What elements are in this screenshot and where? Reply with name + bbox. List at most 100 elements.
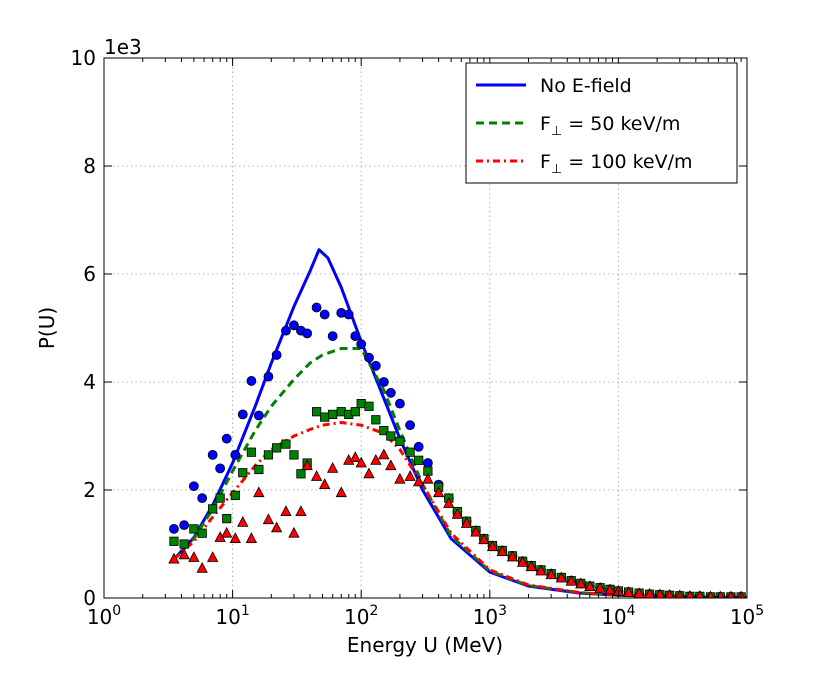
data-point-square <box>289 450 299 460</box>
data-point-circle <box>413 441 424 452</box>
data-point-circle <box>289 320 299 331</box>
data-point-square <box>246 447 256 457</box>
data-point-triangle <box>545 568 557 580</box>
data-point-triangle <box>584 580 596 592</box>
data-point-triangle <box>565 574 577 586</box>
data-point-circle <box>179 520 190 530</box>
data-point-triangle <box>451 507 464 519</box>
data-point-triangle <box>178 548 190 560</box>
data-point-circle <box>281 325 291 336</box>
data-point-triangle <box>394 472 406 484</box>
data-point-circle <box>197 493 208 504</box>
data-point-triangle <box>349 451 361 463</box>
data-point-circle <box>405 420 415 431</box>
data-point-circle <box>350 331 361 342</box>
data-point-circle <box>378 377 389 387</box>
data-point-triangle <box>196 561 208 573</box>
data-point-square <box>364 401 374 411</box>
data-point-triangle <box>622 586 635 597</box>
data-point-square <box>386 431 396 441</box>
data-point-triangle <box>188 551 200 562</box>
x-tick-label: 104 <box>601 603 635 629</box>
data-point-triangle <box>460 517 473 528</box>
data-point-triangle <box>327 462 339 473</box>
legend-label: F⊥ = 100 keV/m <box>540 151 693 177</box>
data-point-triangle <box>378 448 390 460</box>
data-point-square <box>189 524 199 534</box>
data-point-triangle <box>280 505 292 516</box>
data-point-square <box>281 439 291 449</box>
data-point-triangle <box>288 526 300 538</box>
series-line <box>172 347 747 598</box>
data-point-square <box>230 490 240 501</box>
tick-labels: 100 101 102 103 104 105 0 2 4 6 8 10 <box>71 46 765 629</box>
data-point-triangle <box>443 497 455 508</box>
data-point-square <box>320 412 330 422</box>
data-point-triangle <box>355 456 367 468</box>
data-point-square <box>312 407 322 417</box>
x-tick-label: 100 <box>87 603 121 629</box>
data-point-triangle <box>207 551 219 562</box>
y-tick-label: 2 <box>83 478 96 502</box>
y-tick-label: 6 <box>83 262 96 286</box>
series-line <box>172 347 747 598</box>
data-point-triangle <box>253 486 265 498</box>
data-point-square <box>356 398 366 409</box>
data-point-circle <box>246 376 257 386</box>
data-point-square <box>395 436 405 447</box>
data-point-circle <box>327 331 338 342</box>
data-point-triangle <box>555 571 568 583</box>
data-point-triangle <box>644 587 655 598</box>
legend-label: F⊥ = 50 keV/m <box>540 113 680 139</box>
data-point-triangle <box>404 470 416 481</box>
data-point-triangle <box>432 486 445 498</box>
data-point-square <box>328 409 338 420</box>
data-point-circle <box>230 449 241 460</box>
data-point-triangle <box>727 590 735 598</box>
data-point-square <box>379 425 389 436</box>
data-point-square <box>215 493 225 503</box>
data-point-triangle <box>695 590 705 598</box>
data-point-triangle <box>385 459 397 471</box>
series-line <box>172 421 747 598</box>
data-point-triangle <box>525 560 537 572</box>
data-point-triangle <box>262 513 275 525</box>
data-point-circle <box>385 387 396 398</box>
data-point-triangle <box>310 470 323 481</box>
data-point-triangle <box>413 475 425 487</box>
series-layer <box>168 248 747 598</box>
data-point-triangle <box>221 526 233 538</box>
data-point-square <box>272 443 282 453</box>
x-tick-label: 105 <box>730 603 764 629</box>
data-point-square <box>254 464 264 475</box>
data-point-circle <box>271 350 282 360</box>
series-line <box>172 421 747 598</box>
data-point-triangle <box>685 590 695 598</box>
data-point-triangle <box>594 581 606 593</box>
data-point-circle <box>253 410 264 421</box>
x-tick-label: 102 <box>344 603 378 629</box>
data-point-circle <box>221 433 232 444</box>
data-point-square <box>179 539 189 549</box>
data-point-triangle <box>506 550 519 562</box>
data-point-square <box>405 447 415 457</box>
y-axis-label: P(U) <box>35 307 59 349</box>
data-point-square <box>414 455 424 465</box>
data-point-square <box>197 528 207 538</box>
data-point-triangle <box>363 467 375 479</box>
data-point-triangle <box>245 532 258 543</box>
x-tick-label: 103 <box>473 603 507 629</box>
data-point-triangle <box>168 552 180 564</box>
data-point-triangle <box>575 577 587 589</box>
data-point-triangle <box>486 540 499 552</box>
data-point-triangle <box>478 533 490 545</box>
y-multiplier-label: 1e3 <box>104 35 142 59</box>
y-tick-label: 10 <box>71 46 96 70</box>
data-point-circle <box>343 309 354 320</box>
data-point-circle <box>237 409 248 420</box>
data-point-square <box>263 450 274 460</box>
data-point-triangle <box>370 453 382 465</box>
data-point-square <box>350 407 360 417</box>
data-point-triangle <box>516 556 529 567</box>
